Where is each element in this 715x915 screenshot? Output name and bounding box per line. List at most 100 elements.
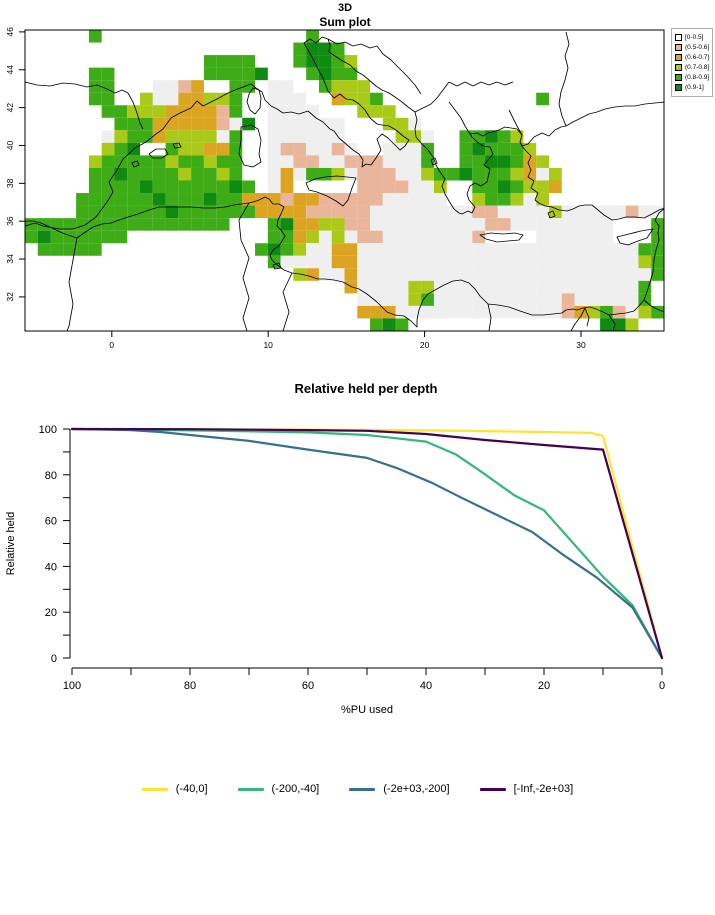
map-cell: [382, 117, 396, 131]
map-cell: [267, 218, 281, 231]
map-cell: [152, 180, 166, 194]
coastline-path: [172, 142, 182, 149]
map-cell: [267, 230, 281, 244]
map-legend-label: [0-0.5]: [685, 34, 704, 41]
map-cell: [600, 318, 613, 331]
map-cell: [229, 80, 243, 93]
map-cell: [395, 230, 409, 244]
map-cell: [510, 305, 524, 319]
map-cell: [357, 243, 371, 256]
map-cell: [318, 80, 332, 93]
map-cell: [587, 280, 601, 294]
map-cell: [510, 293, 524, 306]
map-cell: [459, 230, 473, 244]
map-legend-item: (0.9-1]: [675, 83, 710, 92]
map-cell: [472, 280, 486, 294]
map-x-tick-label: 10: [263, 340, 273, 350]
map-cell: [433, 293, 447, 306]
map-cell: [638, 305, 652, 319]
map-cell: [370, 280, 383, 294]
map-cell: [203, 55, 217, 68]
map-cell: [152, 193, 166, 206]
map-cell: [587, 205, 601, 219]
map-cell: [459, 155, 473, 168]
map-cell: [216, 105, 230, 118]
map-cell: [459, 218, 473, 231]
map-cell: [536, 255, 549, 269]
map-cell: [267, 92, 281, 106]
map-cell: [548, 255, 562, 269]
map-cell: [216, 130, 230, 143]
map-cell: [216, 67, 230, 81]
map-cell: [165, 193, 179, 206]
map-cell: [548, 218, 562, 231]
chart-title: Relative held per depth: [294, 381, 438, 396]
map-cell: [344, 155, 358, 168]
chart-y-axis-title: Relative held: [5, 512, 17, 576]
map-cell: [382, 167, 396, 181]
map-legend-label: (0.9-1]: [685, 84, 704, 91]
map-cell: [63, 243, 77, 256]
map-cell: [421, 155, 434, 168]
map-cell: [306, 230, 319, 244]
map-cell: [165, 80, 179, 93]
map-cell: [485, 218, 498, 231]
coastline-path: [414, 81, 450, 113]
map-cell: [485, 293, 498, 306]
map-cell: [446, 167, 460, 181]
series-line-[-Inf,-2e+03]: [70, 427, 664, 660]
map-cell: [382, 280, 396, 294]
map-cell: [472, 293, 486, 306]
map-cell: [140, 205, 153, 219]
map-cell: [318, 230, 332, 244]
map-cell: [485, 180, 498, 194]
map-cell: [370, 92, 383, 106]
map-cell: [344, 142, 358, 156]
map-cell: [612, 305, 626, 319]
map-legend-label: (0.7-0.8]: [685, 64, 710, 71]
map-cell: [446, 280, 460, 294]
map-legend-swatch: [675, 64, 682, 71]
map-cell: [267, 167, 281, 181]
map-cell: [50, 218, 64, 231]
map-cell: [523, 167, 537, 181]
map-cell: [127, 130, 141, 143]
map-cell: [382, 105, 396, 118]
map-cell: [408, 155, 422, 168]
map-cell: [140, 155, 153, 168]
map-cell: [140, 218, 153, 231]
map-cell: [165, 117, 179, 131]
map-cell: [229, 205, 243, 219]
coastline-path: [643, 299, 664, 313]
map-cell: [600, 293, 613, 306]
map-cell: [421, 180, 434, 194]
map-cell: [344, 205, 358, 219]
map-cell: [395, 193, 409, 206]
map-cell: [318, 268, 332, 281]
map-cell: [548, 268, 562, 281]
map-cell: [510, 280, 524, 294]
map-cell: [203, 218, 217, 231]
map-cell: [651, 230, 664, 244]
map-cell: [331, 67, 345, 81]
chart-x-tick-label: 60: [302, 680, 314, 692]
map-cell: [191, 193, 204, 206]
map-cell: [152, 205, 166, 219]
map-cell: [600, 243, 613, 256]
map-cell: [50, 243, 64, 256]
chart-x-tick-label: 100: [63, 680, 81, 692]
map-cell: [267, 155, 281, 168]
map-cell: [267, 243, 281, 256]
coastline-path: [148, 148, 169, 159]
map-cell: [472, 218, 486, 231]
map-cell: [446, 293, 460, 306]
map-cell: [88, 67, 102, 81]
map-cell: [395, 243, 409, 256]
map-cell: [140, 92, 153, 106]
map-cell: [587, 243, 601, 256]
map-cell: [548, 280, 562, 294]
map-cell: [536, 180, 549, 194]
map-cell: [267, 205, 281, 219]
map-cell: [293, 205, 307, 219]
map-cell: [421, 130, 434, 143]
